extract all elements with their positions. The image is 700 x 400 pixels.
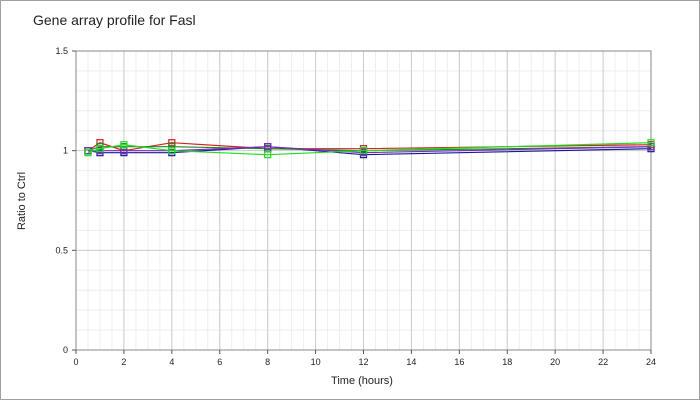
x-tick-label: 14	[406, 357, 416, 367]
series-5-point	[647, 139, 655, 147]
x-tick-label: 8	[265, 357, 270, 367]
x-tick-label: 12	[358, 357, 368, 367]
x-axis-ticks: 0 2 4 6 8 10 12 14 16 18 20 22 24	[73, 350, 656, 367]
x-tick-label: 22	[598, 357, 608, 367]
series-5-point	[359, 147, 368, 155]
series-5-point	[84, 149, 92, 157]
x-axis-label: Time (hours)	[331, 375, 393, 387]
series-5-point	[264, 151, 272, 159]
x-tick-label: 24	[646, 357, 656, 367]
x-tick-label: 18	[502, 357, 512, 367]
y-axis-ticks: 0 0.5 1 1.5	[55, 46, 76, 355]
series-1-line	[87, 142, 652, 152]
series-3-point	[168, 143, 176, 151]
y-tick-label: 1.5	[55, 46, 68, 56]
chart-title: Gene array profile for Fasl	[33, 12, 196, 28]
series-layer	[84, 139, 655, 159]
x-tick-label: 0	[73, 357, 78, 367]
series-4-point	[264, 143, 272, 151]
series-1-point	[168, 139, 176, 147]
y-tick-label: 0.5	[55, 245, 68, 255]
series-5-point	[96, 145, 104, 153]
x-tick-label: 4	[169, 357, 174, 367]
x-tick-label: 20	[550, 357, 560, 367]
series-5-point	[120, 141, 128, 149]
series-5	[84, 139, 655, 159]
y-axis-label: Ratio to Ctrl	[16, 172, 28, 230]
y-tick-label: 1	[63, 146, 68, 156]
series-2-line	[87, 146, 652, 156]
x-tick-label: 2	[121, 357, 126, 367]
series-5-line	[87, 142, 652, 156]
x-tick-label: 16	[454, 357, 464, 367]
x-tick-label: 6	[217, 357, 222, 367]
x-tick-label: 10	[311, 357, 321, 367]
y-tick-label: 0	[63, 345, 68, 355]
major-gridlines	[75, 50, 652, 351]
series-5-point	[168, 147, 176, 155]
series-4-point	[647, 143, 655, 151]
